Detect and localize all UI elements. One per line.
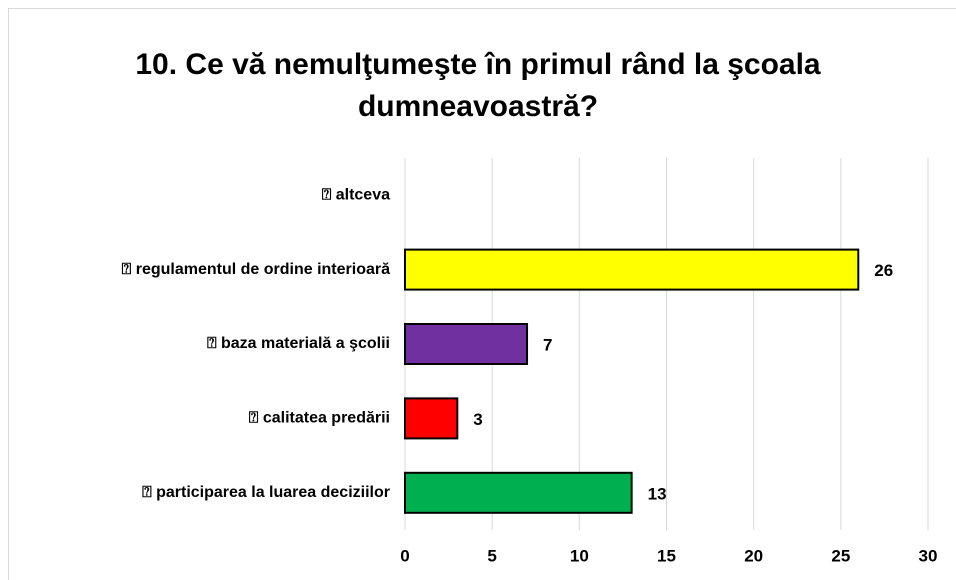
y-tick-label: ⍰ participarea la luarea deciziilor: [142, 484, 390, 501]
x-tick-label: 5: [487, 546, 496, 565]
y-tick-label: ⍰ calitatea predării: [249, 410, 390, 427]
bar: [404, 323, 529, 365]
chart-title: 10. Ce vă nemulţumeşte în primul rând la…: [135, 48, 821, 81]
y-tick-label: ⍰ baza materială a şcolii: [207, 335, 390, 352]
bar: [404, 471, 633, 514]
data-label: 26: [874, 261, 893, 280]
x-tick-label: 30: [919, 546, 938, 565]
y-tick-label: ⍰ altceva: [322, 186, 390, 203]
x-tick-label: 15: [657, 546, 676, 565]
bar: [404, 397, 459, 440]
y-tick-label: ⍰ regulamentul de ordine interioară: [122, 261, 390, 278]
x-tick-label: 10: [570, 546, 589, 565]
data-label: 3: [473, 410, 482, 429]
data-label: 7: [543, 335, 552, 354]
bar: [404, 248, 860, 291]
data-label: 13: [648, 484, 667, 503]
chart-title: dumneavoastră?: [358, 90, 598, 123]
x-tick-label: 0: [400, 546, 409, 565]
x-tick-label: 20: [744, 546, 763, 565]
x-tick-label: 25: [831, 546, 850, 565]
